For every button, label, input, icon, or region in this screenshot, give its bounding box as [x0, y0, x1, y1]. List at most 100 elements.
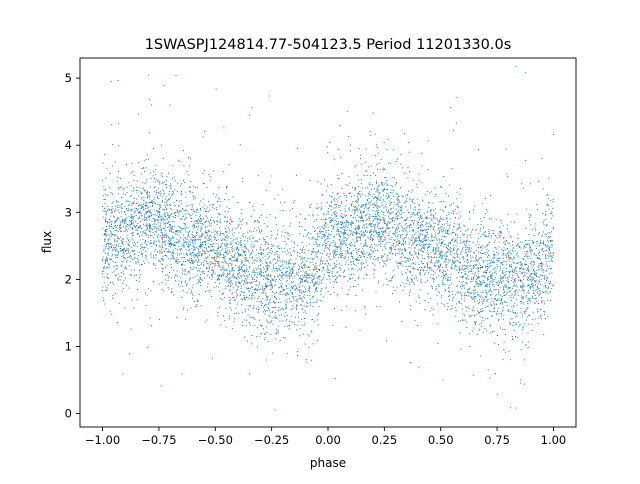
data-point [376, 206, 378, 208]
data-point [305, 359, 307, 360]
data-point [398, 248, 400, 250]
data-point [206, 206, 208, 208]
data-point [197, 260, 199, 262]
data-point [308, 258, 310, 259]
data-point [414, 202, 416, 204]
data-point [428, 257, 430, 259]
data-point [164, 184, 166, 186]
data-point [358, 226, 360, 228]
data-point [235, 291, 237, 293]
data-point [517, 238, 519, 240]
data-point [443, 275, 445, 276]
data-point [232, 235, 234, 237]
data-point [433, 247, 435, 248]
data-point [292, 271, 294, 273]
data-point [228, 199, 230, 201]
data-point [480, 228, 481, 230]
data-point [511, 295, 513, 297]
data-point [448, 285, 450, 286]
data-point [399, 222, 401, 224]
data-point [455, 252, 457, 254]
data-point [237, 247, 239, 249]
data-point [116, 225, 118, 226]
data-point [483, 261, 485, 263]
data-point [365, 262, 367, 264]
data-point [510, 265, 512, 267]
data-point [420, 240, 422, 242]
data-point [129, 201, 131, 203]
data-point [538, 257, 540, 259]
data-point [244, 240, 246, 242]
data-point [358, 192, 360, 194]
data-point [521, 341, 523, 343]
data-point [543, 244, 545, 246]
data-point [204, 130, 206, 132]
data-point [301, 242, 303, 243]
data-point [226, 240, 228, 242]
data-point [401, 216, 403, 218]
data-point [129, 221, 131, 223]
data-point [197, 279, 199, 281]
data-point [431, 226, 433, 228]
data-point [175, 274, 177, 276]
data-point [538, 254, 540, 256]
data-point [232, 287, 234, 289]
data-point [104, 198, 106, 200]
data-point [182, 263, 183, 265]
data-point [466, 240, 468, 242]
data-point [171, 288, 173, 290]
data-point [189, 251, 191, 253]
data-point [155, 268, 157, 270]
data-point [167, 240, 169, 242]
data-point [231, 276, 233, 278]
data-point [347, 185, 349, 186]
data-point [356, 241, 358, 242]
data-point [147, 226, 149, 228]
data-point [251, 252, 252, 254]
data-point [219, 213, 221, 215]
data-point [161, 181, 163, 183]
data-point [157, 187, 159, 189]
data-point [228, 164, 230, 166]
data-point [526, 272, 528, 274]
data-point [391, 221, 393, 222]
data-point [275, 252, 277, 254]
data-point [423, 251, 424, 253]
data-point [403, 240, 405, 242]
data-point [210, 216, 212, 218]
data-point [201, 245, 203, 247]
data-point [548, 252, 550, 254]
data-point [133, 225, 135, 227]
data-point [377, 198, 379, 200]
data-point [517, 273, 519, 275]
data-point [139, 211, 141, 212]
data-point [491, 315, 493, 317]
data-point [306, 277, 308, 279]
data-point [382, 241, 383, 242]
data-point [523, 286, 525, 287]
data-point [167, 227, 169, 229]
data-point [539, 268, 541, 270]
data-point [400, 271, 402, 273]
data-point [316, 203, 318, 205]
data-point [535, 204, 537, 206]
data-point [251, 107, 253, 109]
data-point [334, 244, 336, 245]
data-point [383, 189, 385, 191]
data-point [512, 277, 514, 279]
data-point [277, 251, 278, 252]
data-point [229, 272, 231, 274]
data-point [400, 210, 402, 212]
data-point [529, 287, 531, 289]
data-point [395, 161, 397, 162]
data-point [446, 233, 448, 234]
data-point [385, 264, 387, 266]
data-point [370, 229, 372, 231]
data-point [247, 260, 249, 262]
data-point [299, 233, 301, 235]
data-point [336, 264, 338, 266]
data-point [102, 162, 104, 164]
data-point [231, 221, 232, 223]
data-point [437, 342, 439, 344]
data-point [143, 167, 145, 169]
